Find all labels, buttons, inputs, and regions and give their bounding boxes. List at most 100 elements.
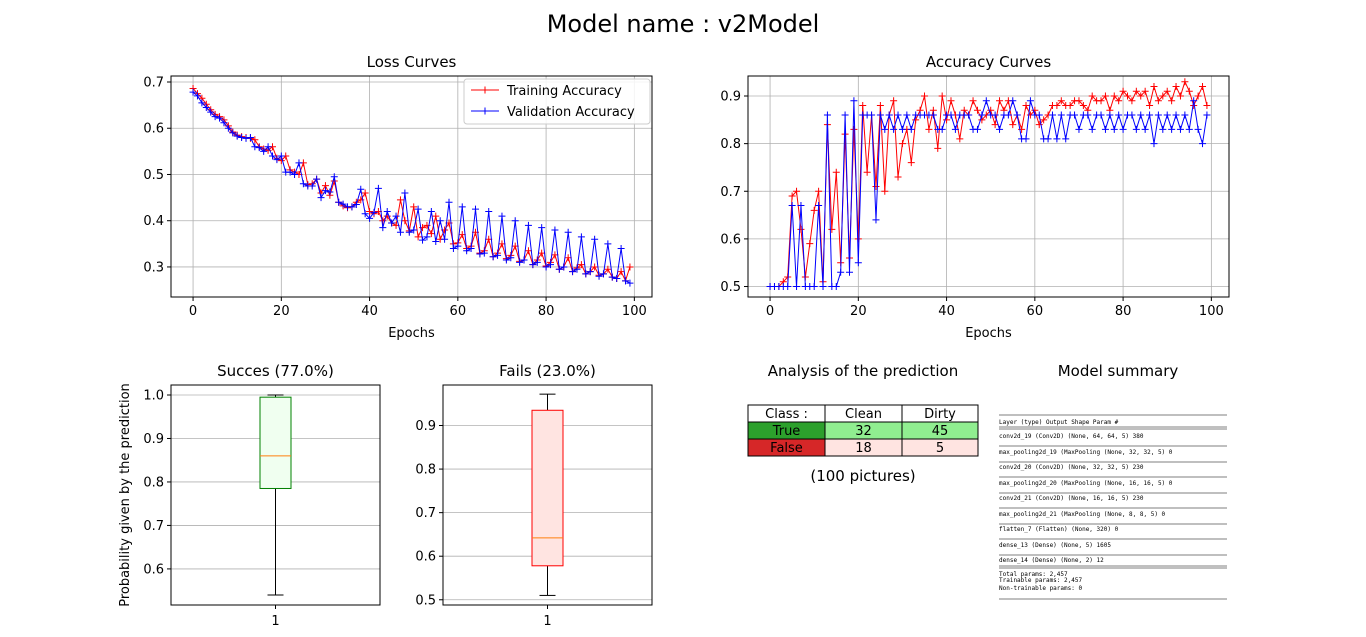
x-tick-label: 0 <box>766 304 774 319</box>
data-point <box>1026 97 1034 105</box>
x-axis-label: Epochs <box>965 326 1012 341</box>
chart-title: Succes (77.0%) <box>217 362 334 380</box>
y-tick-label: 0.8 <box>415 463 436 478</box>
data-point <box>1009 121 1017 129</box>
data-point <box>401 189 409 197</box>
data-point <box>1088 92 1096 100</box>
data-point <box>996 125 1004 133</box>
data-point <box>370 208 378 216</box>
data-point <box>427 207 435 215</box>
data-point <box>823 111 831 119</box>
y-axis-label: Probability given by the prediction <box>118 383 133 607</box>
data-point <box>419 236 427 244</box>
data-point <box>357 185 365 193</box>
y-tick-label: 0.6 <box>415 550 436 565</box>
legend-box <box>463 78 651 125</box>
y-tick-label: 0.7 <box>415 506 436 521</box>
data-point <box>427 230 435 238</box>
x-tick-label: 100 <box>1199 304 1224 319</box>
legend-label: Validation Accuracy <box>507 105 635 120</box>
data-point <box>564 254 572 262</box>
y-tick-label: 0.6 <box>143 122 164 137</box>
data-point <box>1075 97 1083 105</box>
data-point <box>547 261 555 269</box>
data-point <box>1154 97 1162 105</box>
summary-line: Layer (type) Output Shape Param # <box>999 419 1119 426</box>
x-axis-label: Epochs <box>388 326 435 341</box>
data-point <box>1066 102 1074 110</box>
data-point <box>193 92 201 100</box>
y-tick-label: 0.9 <box>143 432 164 447</box>
data-point <box>881 125 889 133</box>
table-cell <box>901 438 979 457</box>
series-line <box>770 99 1208 287</box>
summary-line: Total params: 2,457 <box>999 571 1068 578</box>
table-header-label: Clean <box>845 407 882 422</box>
x-tick-label: 20 <box>273 304 290 319</box>
plot-frame <box>747 75 1230 298</box>
data-point <box>1053 102 1061 110</box>
data-point <box>255 144 263 152</box>
data-point <box>229 129 237 137</box>
data-point <box>313 175 321 183</box>
data-point <box>577 261 585 269</box>
legend-marker <box>481 107 489 115</box>
data-point <box>828 225 836 233</box>
data-point <box>220 119 228 127</box>
data-point <box>251 136 259 144</box>
summary-line: conv2d_21 (Conv2D) (None, 16, 16, 5) 230 <box>999 495 1144 502</box>
data-point <box>361 189 369 197</box>
data-point <box>555 265 563 273</box>
table-cell-value: 5 <box>936 441 944 456</box>
data-point <box>1110 92 1118 100</box>
table-cell-value: 32 <box>855 424 872 439</box>
data-point <box>797 225 805 233</box>
summary-line: dense_13 (Dense) (None, 5) 1605 <box>999 542 1111 549</box>
y-tick-label: 0.8 <box>720 137 741 152</box>
y-tick-label: 1.0 <box>143 389 164 404</box>
data-point <box>969 97 977 105</box>
data-point <box>538 249 546 257</box>
data-point <box>405 228 413 236</box>
data-point <box>1185 125 1193 133</box>
data-point <box>1159 125 1167 133</box>
summary-line: max_pooling2d_19 (MaxPooling (None, 32, … <box>999 449 1173 456</box>
data-point <box>207 108 215 116</box>
data-point <box>273 156 281 164</box>
data-point <box>599 270 607 278</box>
data-point <box>211 113 219 121</box>
data-point <box>432 238 440 246</box>
table-caption: (100 pictures) <box>810 467 915 485</box>
data-point <box>586 268 594 276</box>
data-point <box>476 250 484 258</box>
data-point <box>308 182 316 190</box>
data-point <box>1150 82 1158 90</box>
data-point <box>1004 111 1012 119</box>
data-point <box>454 242 462 250</box>
data-point <box>1132 125 1140 133</box>
loss-curves-chart: 0 20 40 60 80 100 0.3 0.4 0.5 0.6 0.7 Loss Curves Ep… <box>143 53 653 341</box>
data-point <box>516 258 524 266</box>
data-point <box>894 173 902 181</box>
y-tick-label: 0.7 <box>720 185 741 200</box>
data-point <box>996 97 1004 105</box>
data-point <box>1075 125 1083 133</box>
data-point <box>938 92 946 100</box>
data-point <box>810 283 818 291</box>
data-point <box>1168 125 1176 133</box>
data-point <box>299 180 307 188</box>
x-tick-label: 60 <box>450 304 467 319</box>
y-tick-label: 0.7 <box>143 519 164 534</box>
data-point <box>973 106 981 114</box>
data-point <box>463 247 471 255</box>
data-point <box>1022 135 1030 143</box>
x-tick-label: 100 <box>622 304 647 319</box>
data-point <box>991 121 999 129</box>
data-point <box>366 207 374 215</box>
data-point <box>441 235 449 243</box>
data-point <box>233 132 241 140</box>
data-point <box>560 263 568 271</box>
data-point <box>1110 125 1118 133</box>
data-point <box>573 265 581 273</box>
x-tick-label: 1 <box>271 614 279 629</box>
